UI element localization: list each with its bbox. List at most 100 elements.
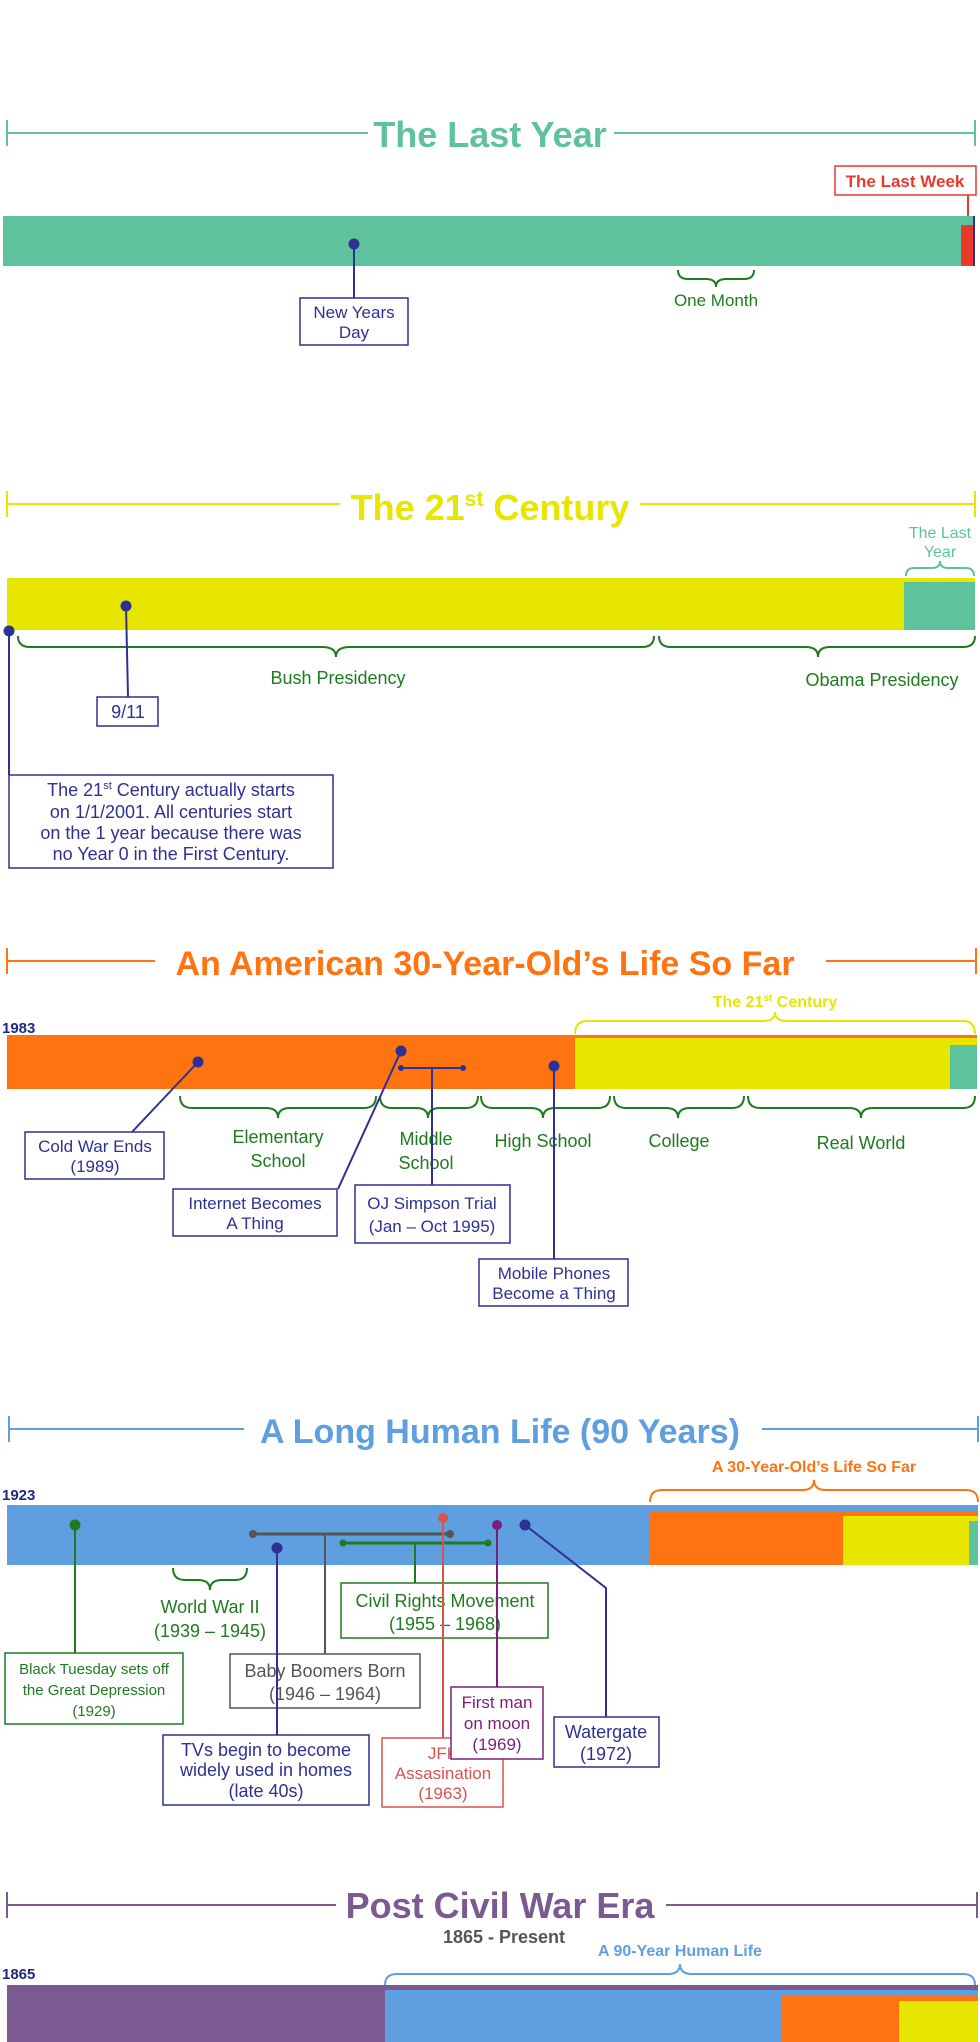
section-21st-century: The 21st Century The Last Year Bush Pres… (3, 487, 976, 869)
last-year-segment (950, 1045, 977, 1089)
black-tuesday-label-line2: the Great Depression (23, 1682, 166, 1699)
black-tuesday-callout-box (4, 1652, 184, 1725)
high-school-brace (480, 1095, 611, 1119)
last-week-label: The Last Week (846, 172, 965, 191)
civil-rights-start-dot (339, 1539, 347, 1547)
ww2-label-line1: World War II (160, 1597, 259, 1617)
title-span-bracket (6, 120, 976, 146)
thirty-year-old-label: A 30-Year-Old’s Life So Far (712, 1459, 916, 1476)
watergate-callout-box (553, 1716, 660, 1768)
obama-presidency-label: Obama Presidency (805, 670, 958, 690)
middle-label-line2: School (398, 1153, 453, 1173)
ninety-year-life-brace (384, 1963, 976, 1986)
boomers-start-dot (249, 1530, 257, 1538)
moon-callout-box (450, 1686, 544, 1760)
middle-label-line1: Middle (399, 1129, 452, 1149)
bush-presidency-brace (17, 635, 655, 658)
oj-end-dot (460, 1065, 466, 1071)
oj-start-dot (398, 1065, 404, 1071)
last-week-callout-box (834, 165, 977, 196)
civil-rights-label-line2: (1955 – 1968) (389, 1614, 501, 1634)
tv-dot (271, 1542, 283, 1554)
real-world-brace (747, 1095, 976, 1119)
section-title: The 21st Century (351, 487, 630, 528)
new-years-dot (348, 238, 360, 250)
jfk-label-line2: Assasination (395, 1764, 491, 1783)
tv-label-line2: widely used in homes (179, 1760, 352, 1780)
boomers-label-line1: Baby Boomers Born (244, 1661, 405, 1681)
mobile-label-line2: Become a Thing (492, 1284, 615, 1303)
elementary-label-line2: School (250, 1151, 305, 1171)
boomers-label-line2: (1946 – 1964) (269, 1684, 381, 1704)
section-title: An American 30-Year-Old’s Life So Far (175, 945, 794, 983)
tv-callout-box (162, 1734, 370, 1806)
last-year-label-line2: Year (924, 544, 957, 561)
title-span-bracket (6, 1892, 978, 1918)
watergate-connector (524, 1524, 607, 1717)
new-years-label-line2: Day (339, 323, 370, 342)
watergate-label-line2: (1972) (580, 1744, 632, 1764)
nine-eleven-label: 9/11 (111, 702, 145, 722)
elementary-label-line1: Elementary (232, 1127, 323, 1147)
ww2-brace (172, 1567, 248, 1591)
cold-war-dot (192, 1056, 204, 1068)
century-note-line1: The 21st Century actually starts (47, 780, 295, 800)
boomers-callout-box (229, 1653, 421, 1709)
section-subtitle: 1865 - Present (443, 1927, 565, 1947)
jfk-callout-box (381, 1737, 504, 1808)
bush-presidency-label: Bush Presidency (270, 668, 405, 688)
century-note-line2: on 1/1/2001. All centuries start (50, 802, 292, 822)
cold-war-label-line2: (1989) (70, 1157, 119, 1176)
last-year-segment (904, 582, 975, 630)
watergate-dot (519, 1519, 531, 1531)
title-span-bracket (6, 491, 976, 517)
start-year-label: 1923 (2, 1487, 35, 1504)
21st-century-label: The 21st Century (713, 993, 838, 1011)
section-post-civil-war: Post Civil War Era 1865 - Present A 90-Y… (2, 1885, 978, 2042)
elementary-brace (179, 1095, 377, 1119)
century-bar (7, 578, 975, 630)
century-note-line3: on the 1 year because there was (40, 823, 301, 843)
oj-label-line1: OJ Simpson Trial (367, 1194, 496, 1213)
title-span-bracket (6, 948, 977, 974)
moon-label-line3: (1969) (472, 1735, 521, 1754)
internet-label-line2: A Thing (226, 1214, 283, 1233)
nine-eleven-connector (125, 605, 129, 698)
ninety-year-life-label: A 90-Year Human Life (598, 1943, 762, 1960)
moon-dot (492, 1520, 502, 1530)
thirty-year-old-brace (649, 1479, 979, 1503)
obama-presidency-brace (658, 635, 976, 658)
oj-callout-box (354, 1184, 511, 1244)
nine-eleven-callout-box (96, 696, 159, 727)
century-note-callout-box (8, 774, 334, 869)
century-note-line4: no Year 0 in the First Century. (53, 844, 290, 864)
middle-brace (379, 1095, 479, 1119)
black-tuesday-dot (69, 1519, 81, 1531)
title-span-bracket (8, 1416, 979, 1442)
start-year-label: 1865 (2, 1966, 35, 1983)
cold-war-label-line1: Cold War Ends (38, 1137, 152, 1156)
internet-connector (337, 1050, 402, 1190)
section-title: The Last Year (373, 114, 606, 155)
mobile-dot (548, 1060, 560, 1072)
21st-century-brace (574, 1011, 976, 1035)
mobile-callout-box (478, 1258, 629, 1307)
new-years-label-line1: New Years (313, 303, 394, 322)
last-year-segment (969, 1521, 978, 1565)
one-month-label: One Month (674, 291, 758, 310)
high-school-label: High School (494, 1131, 591, 1151)
cold-war-connector (131, 1061, 199, 1133)
one-month-brace (677, 269, 755, 288)
last-week-segment (961, 225, 973, 266)
21st-century-segment (843, 1516, 978, 1565)
mobile-label-line1: Mobile Phones (498, 1264, 610, 1283)
internet-dot (395, 1045, 407, 1057)
last-year-label-line1: The Last (909, 525, 972, 542)
moon-label-line1: First man (462, 1693, 533, 1712)
last-year-bar (3, 216, 975, 266)
new-years-callout-box (299, 297, 409, 346)
black-tuesday-label-line3: (1929) (72, 1703, 115, 1720)
section-title: A Long Human Life (90 Years) (260, 1413, 740, 1451)
internet-label-line1: Internet Becomes (188, 1194, 321, 1213)
